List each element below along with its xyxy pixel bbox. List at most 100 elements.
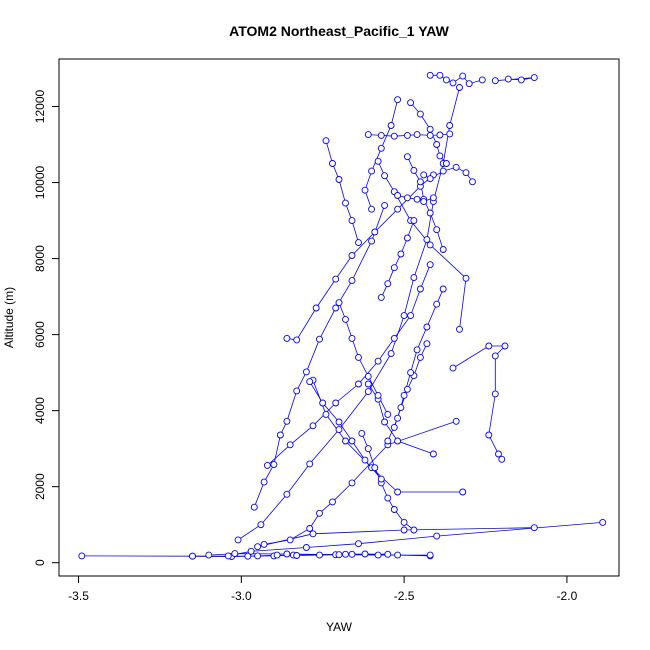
data-point [374,357,382,365]
data-point [263,461,271,469]
data-point [335,299,343,307]
data-point [381,172,389,180]
data-point [335,418,343,426]
data-point [316,335,323,343]
data-point [452,417,460,425]
data-point [355,540,362,548]
data-point [403,153,411,161]
data-point [377,131,385,139]
data-point [439,167,447,175]
chart-title: ATOM2 Northeast_Pacific_1 YAW [229,23,449,39]
data-point [384,280,392,288]
data-point [302,368,310,376]
data-point [491,390,499,398]
x-axis-label: YAW [326,620,353,634]
data-point [403,234,411,242]
data-point [599,518,607,526]
data-point [394,414,402,422]
series-line-10 [264,420,457,545]
data-point [504,75,512,83]
data-point [224,552,232,560]
data-point [306,525,314,532]
y-tick-label: 12000 [33,89,47,123]
data-point [426,71,434,79]
data-point [423,340,431,348]
y-tick-label: 10000 [33,165,47,199]
data-point [322,137,330,145]
data-point [355,380,362,388]
data-point [459,488,467,496]
data-point [400,526,408,534]
data-point [465,80,473,88]
data-point [400,391,408,399]
data-point [368,237,376,245]
x-tick-label: -3.5 [68,589,89,603]
data-point [394,192,402,199]
data-point [250,503,258,511]
data-point [530,524,538,532]
series-line-24 [309,381,382,480]
data-point [364,380,372,388]
series-line-9 [312,380,463,493]
data-point [478,76,486,84]
data-point [426,131,434,139]
data-point [436,152,444,160]
data-point [205,551,213,559]
series-line-18 [495,77,535,82]
series-line-22 [387,288,444,442]
data-point [456,325,463,333]
data-point [306,378,314,386]
data-point [413,131,421,139]
y-axis: 0 2000 4000 6000 8000 10000 12000 [33,89,60,566]
data-point [283,334,291,342]
data-point [390,506,398,513]
data-point [374,551,382,559]
data-point [335,426,343,434]
data-point [390,423,398,431]
data-point [403,194,411,202]
data-point [348,479,356,487]
data-point [364,388,372,396]
data-point [364,445,372,453]
data-point [407,99,415,107]
data-point [456,84,463,91]
data-point [439,246,447,253]
data-point [348,550,356,558]
data-point [436,131,444,139]
data-point [342,199,349,207]
data-point [413,195,421,203]
data-point [364,131,372,139]
plot-area [78,71,607,561]
data-point [394,488,402,496]
data-point [381,201,389,209]
data-point [316,509,323,517]
series-line-5 [257,527,535,548]
data-point [416,285,424,293]
data-point [309,530,317,538]
data-point [485,431,493,439]
y-tick-label: 8000 [33,245,47,272]
data-point [400,312,408,320]
data-point [189,552,196,560]
data-point [377,293,385,301]
data-point [390,264,398,272]
data-point [342,315,349,323]
data-point [293,552,301,559]
data-point [348,217,356,225]
data-point [332,275,340,283]
data-point [364,372,372,380]
data-point [426,241,434,249]
data-point [78,552,86,560]
data-point [433,141,441,148]
data-point [374,157,382,165]
data-point [462,169,470,177]
data-point [247,547,255,555]
data-point [442,160,450,167]
data-point [387,350,395,358]
data-point [403,131,411,139]
data-point [371,228,379,236]
data-point [371,464,379,472]
data-point [491,77,499,85]
data-point [452,163,460,171]
